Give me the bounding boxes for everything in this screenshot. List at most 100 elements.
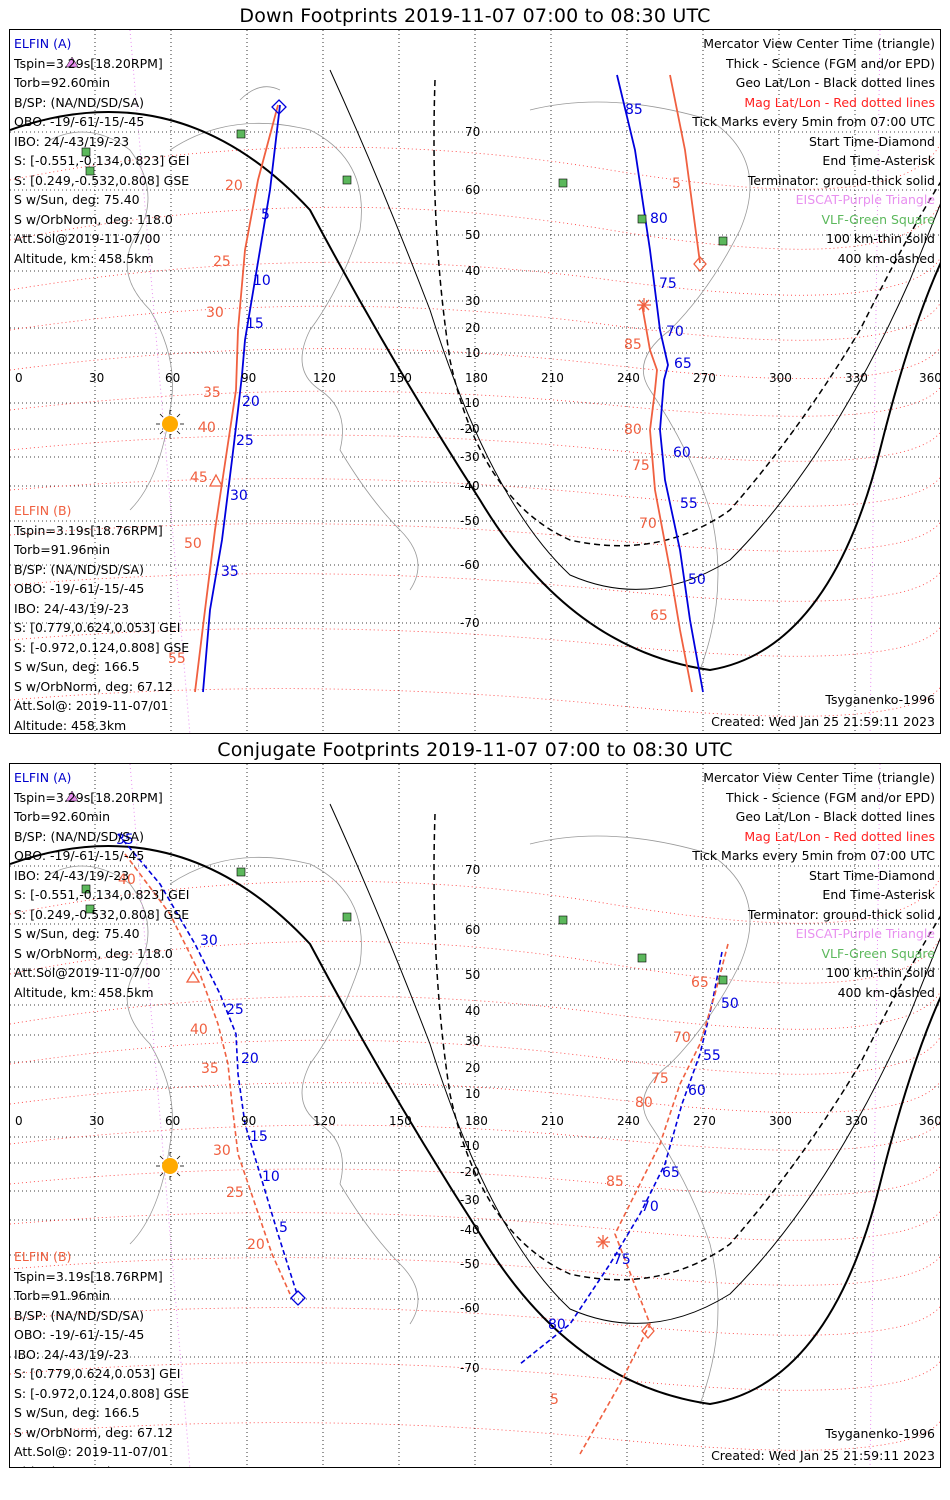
svg-text:-60: -60	[460, 1301, 480, 1315]
svg-text:60: 60	[165, 371, 180, 385]
coastlines	[49, 86, 751, 671]
legend-mag: Mag Lat/Lon - Red dotted lines	[744, 94, 935, 110]
svg-text:80: 80	[548, 1317, 566, 1333]
elfin-b-conj-track-left	[124, 853, 291, 1295]
elfin-b-start-diamond	[693, 256, 707, 272]
svg-text:-40: -40	[460, 1223, 480, 1237]
elfin-b-sun: S w/Sun, deg: 166.5	[14, 1405, 140, 1420]
legend-100km: 100 km-thin solid	[826, 231, 935, 246]
elfin-a-conj-track-left	[117, 833, 298, 1295]
elfin-b-altitude: Altitude: 458.3km	[14, 1462, 189, 1468]
terminator-100km	[329, 803, 940, 1324]
svg-text:30: 30	[200, 933, 218, 949]
svg-text:50: 50	[465, 228, 480, 242]
eiscat-lines	[129, 30, 881, 733]
svg-text:80: 80	[624, 422, 642, 438]
elfin-a-info: ELFIN (A) Tspin=3.29s[18.20RPM] Torb=92.…	[14, 768, 189, 1002]
elfin-a-label: ELFIN (A)	[14, 36, 72, 51]
svg-text:70: 70	[639, 516, 657, 532]
terminator-ground	[10, 111, 940, 672]
elfin-b-tspin: Tspin=3.19s[18.76RPM]	[14, 522, 163, 538]
svg-text:45: 45	[190, 470, 208, 486]
svg-text:65: 65	[674, 356, 692, 372]
svg-text:65: 65	[650, 608, 668, 624]
svg-text:50: 50	[465, 968, 480, 982]
legend-science: Thick - Science (FGM and/or EPD)	[726, 55, 935, 71]
elfin-b-attsol: Att.Sol@: 2019-11-07/01	[14, 1444, 169, 1459]
down-footprints-title: Down Footprints 2019-11-07 07:00 to 08:3…	[239, 5, 711, 27]
elfin-a-altitude: Altitude, km: 458.5km	[14, 250, 154, 266]
svg-text:10: 10	[465, 1087, 480, 1101]
svg-text:15: 15	[246, 316, 264, 332]
svg-text:30: 30	[230, 488, 248, 504]
sun-icon	[156, 1152, 184, 1180]
svg-text:-50: -50	[460, 1257, 480, 1271]
legend-geo: Geo Lat/Lon - Black dotted lines	[735, 75, 935, 90]
elfin-a-s-gse: S: [0.249,-0.532,0.808] GSE	[14, 172, 190, 188]
legend-terminator: Terminator: ground-thick solid	[747, 172, 935, 188]
svg-text:75: 75	[659, 276, 677, 292]
svg-text:90: 90	[241, 371, 256, 385]
elfin-b-s-gse: S: [-0.972,0.124,0.808] GSE	[14, 1385, 190, 1401]
elfin-a-ibo: IBO: 24/-43/19/-23	[14, 867, 130, 883]
svg-text:20: 20	[465, 1061, 480, 1075]
elfin-b-track-left	[194, 104, 279, 693]
terminator-400km	[433, 79, 940, 547]
model-label: Tsyganenko-1996	[825, 692, 935, 707]
legend-science: Thick - Science (FGM and/or EPD)	[726, 789, 935, 805]
elfin-b-s-gse: S: [-0.972,0.124,0.808] GSE	[14, 639, 190, 655]
svg-text:210: 210	[541, 371, 564, 385]
svg-text:-70: -70	[460, 616, 480, 630]
svg-text:80: 80	[650, 211, 668, 227]
elfin-a-label: ELFIN (A)	[14, 770, 72, 785]
svg-text:25: 25	[226, 1002, 244, 1018]
svg-text:0: 0	[15, 1114, 23, 1128]
elfin-b-bsp: B/SP: (NA/ND/SD/SA)	[14, 1307, 144, 1323]
svg-text:10: 10	[253, 273, 271, 289]
svg-text:50: 50	[721, 996, 739, 1012]
legend-100km: 100 km-thin solid	[826, 965, 935, 980]
elfin-b-tick-labels-right: 65 70 75 80 85 5	[550, 975, 709, 1408]
elfin-a-tick-labels-left: 35 30 25 20 15 10 5	[116, 832, 288, 1236]
svg-text:15: 15	[250, 1129, 268, 1145]
mag-grid	[10, 143, 940, 717]
svg-text:40: 40	[198, 420, 216, 436]
svg-text:20: 20	[247, 1237, 265, 1253]
svg-text:70: 70	[641, 1199, 659, 1215]
svg-text:210: 210	[541, 1114, 564, 1128]
created-label: Created: Wed Jan 25 21:59:11 2023	[711, 1448, 935, 1463]
svg-text:120: 120	[313, 371, 336, 385]
end-asterisk	[637, 298, 651, 312]
svg-text:120: 120	[313, 1114, 336, 1128]
terminator-400km	[433, 813, 940, 1281]
svg-text:65: 65	[662, 1165, 680, 1181]
terminator-100km	[329, 69, 940, 590]
svg-text:300: 300	[769, 1114, 792, 1128]
svg-text:-10: -10	[460, 396, 480, 410]
svg-text:70: 70	[666, 324, 684, 340]
elfin-a-s-gei: S: [-0.551,-0.134,0.823] GEI	[14, 153, 190, 168]
end-asterisk	[596, 1235, 610, 1249]
svg-text:60: 60	[165, 1114, 180, 1128]
svg-text:30: 30	[465, 1034, 480, 1048]
legend-view-center: Mercator View Center Time (triangle)	[703, 36, 935, 51]
legend-view-center: Mercator View Center Time (triangle)	[703, 770, 935, 785]
sun-icon	[156, 410, 184, 438]
svg-text:5: 5	[672, 176, 681, 192]
svg-text:75: 75	[651, 1071, 669, 1087]
elfin-a-obo: OBO: -19/-61/-15/-45	[14, 848, 145, 863]
elfin-a-tick-labels-right: 85 80 75 70 65 60 55 50	[625, 102, 706, 588]
elfin-a-torb: Torb=92.60min	[14, 75, 111, 90]
eiscat-lines	[129, 764, 881, 1467]
legend-end: End Time-Asterisk	[822, 153, 935, 168]
elfin-a-s-gei: S: [-0.551,-0.134,0.823] GEI	[14, 887, 190, 902]
legend-vlf: VLF-Green Square	[821, 211, 935, 227]
elfin-b-ibo: IBO: 24/-43/19/-23	[14, 600, 130, 616]
legend: Mercator View Center Time (triangle) Thi…	[692, 34, 935, 268]
svg-text:55: 55	[703, 1048, 721, 1064]
conjugate-footprints-title: Conjugate Footprints 2019-11-07 07:00 to…	[217, 739, 733, 761]
svg-text:40: 40	[465, 264, 480, 278]
elfin-b-label: ELFIN (B)	[14, 1249, 72, 1264]
svg-text:20: 20	[242, 394, 260, 410]
svg-text:85: 85	[625, 102, 643, 118]
